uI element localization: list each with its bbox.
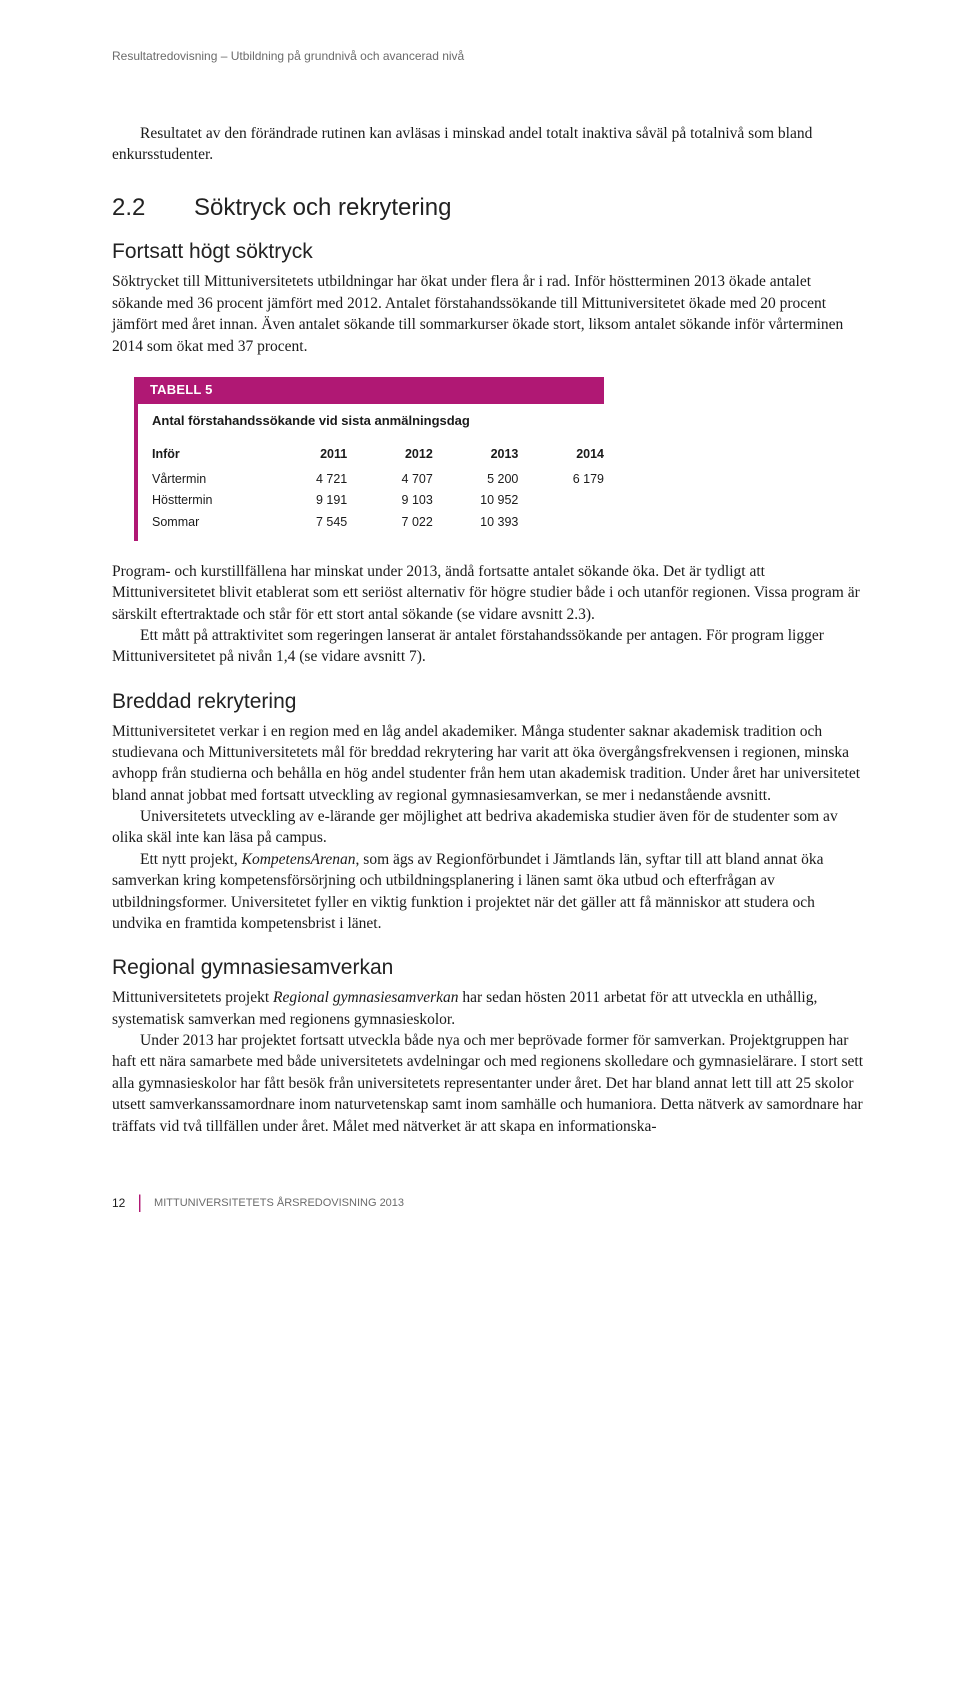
cell: 6 179 — [518, 467, 604, 491]
cell: Sommar — [152, 512, 262, 541]
table-5: TABELL 5 Antal förstahandssökande vid si… — [134, 377, 604, 541]
table-body: Inför 2011 2012 2013 2014 Vårtermin 4 72… — [152, 444, 604, 541]
col-header: 2014 — [518, 444, 604, 467]
italic-term: Regional gymnasiesamverkan — [273, 989, 459, 1006]
section-number: 2.2 — [112, 191, 194, 224]
subheading-breddad: Breddad rekrytering — [112, 688, 864, 717]
paragraph: Ett nytt projekt, KompetensArenan, som ä… — [112, 849, 864, 935]
cell: Hösttermin — [152, 490, 262, 511]
table-header-row: Inför 2011 2012 2013 2014 — [152, 444, 604, 467]
text: Ett nytt projekt, — [140, 851, 242, 868]
cell: 7 022 — [347, 512, 433, 541]
text: Mittuniversitetets projekt — [112, 989, 273, 1006]
table-row: Hösttermin 9 191 9 103 10 952 — [152, 490, 604, 511]
cell: 7 545 — [262, 512, 348, 541]
section-heading: 2.2 Söktryck och rekrytering — [112, 191, 864, 224]
cell: 10 393 — [433, 512, 519, 541]
cell — [518, 512, 604, 541]
col-header: 2013 — [433, 444, 519, 467]
intro-paragraph: Resultatet av den förändrade rutinen kan… — [112, 123, 864, 166]
subheading-soktryck: Fortsatt högt söktryck — [112, 238, 864, 267]
cell: 9 103 — [347, 490, 433, 511]
page-number: 12 — [112, 1195, 125, 1212]
col-header: 2011 — [262, 444, 348, 467]
paragraph: Ett mått på attraktivitet som regeringen… — [112, 625, 864, 668]
paragraph: Under 2013 har projektet fortsatt utveck… — [112, 1030, 864, 1137]
cell: 9 191 — [262, 490, 348, 511]
cell — [518, 490, 604, 511]
col-header: Inför — [152, 444, 262, 467]
cell: Vårtermin — [152, 467, 262, 491]
footer-text: MITTUNIVERSITETETS ÅRSREDOVISNING 2013 — [154, 1196, 404, 1211]
cell: 10 952 — [433, 490, 519, 511]
table-row: Vårtermin 4 721 4 707 5 200 6 179 — [152, 467, 604, 491]
cell: 4 721 — [262, 467, 348, 491]
footer-divider-icon: | — [137, 1190, 142, 1215]
italic-term: KompetensArenan — [242, 851, 356, 868]
paragraph: Mittuniversitetets projekt Regional gymn… — [112, 987, 864, 1030]
subheading-regional: Regional gymnasiesamverkan — [112, 954, 864, 983]
page-footer: 12 | MITTUNIVERSITETETS ÅRSREDOVISNING 2… — [112, 1191, 864, 1216]
paragraph: Söktrycket till Mittuniversitetets utbil… — [112, 271, 864, 357]
section-title: Söktryck och rekrytering — [194, 191, 451, 224]
cell: 5 200 — [433, 467, 519, 491]
table-row: Sommar 7 545 7 022 10 393 — [152, 512, 604, 541]
table-label: TABELL 5 — [138, 377, 604, 404]
running-head: Resultatredovisning – Utbildning på grun… — [112, 48, 864, 65]
table-subtitle: Antal förstahandssökande vid sista anmäl… — [138, 404, 604, 444]
col-header: 2012 — [347, 444, 433, 467]
paragraph: Universitetets utveckling av e-lärande g… — [112, 806, 864, 849]
paragraph: Program- och kurstillfällena har minskat… — [112, 561, 864, 625]
paragraph: Mittuniversitetet verkar i en region med… — [112, 721, 864, 807]
cell: 4 707 — [347, 467, 433, 491]
